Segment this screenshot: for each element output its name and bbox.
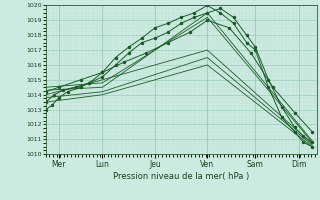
X-axis label: Pression niveau de la mer( hPa ): Pression niveau de la mer( hPa ) [113,172,249,181]
